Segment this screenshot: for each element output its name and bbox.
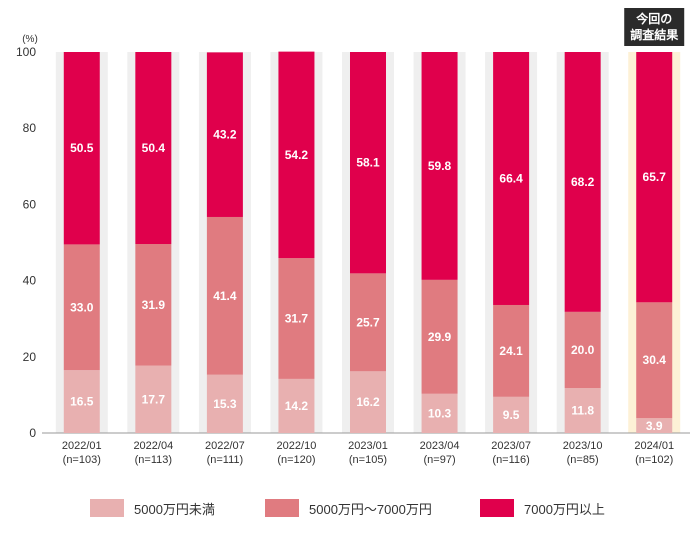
data-label: 66.4 bbox=[499, 171, 523, 185]
x-tick-sample-size: (n=102) bbox=[635, 454, 673, 466]
legend-swatch-5000-7000 bbox=[265, 499, 299, 517]
x-tick-label: 2022/01 bbox=[62, 440, 102, 452]
x-tick-label: 2023/01 bbox=[348, 440, 388, 452]
bar-segment bbox=[493, 52, 530, 305]
y-tick-label: 40 bbox=[23, 274, 37, 288]
data-label: 14.2 bbox=[285, 399, 309, 413]
x-tick-label: 2022/07 bbox=[205, 440, 245, 452]
x-tick-sample-size: (n=105) bbox=[349, 454, 387, 466]
stacked-bar-chart: 0 20 40 60 80 100(%) 16.5 33.0 50.5 2022/01 (n=103… bbox=[16, 8, 690, 466]
legend-swatch-over-7000 bbox=[480, 499, 514, 517]
data-label: 59.8 bbox=[428, 159, 452, 173]
bar-segment bbox=[493, 304, 530, 397]
data-label: 31.9 bbox=[142, 298, 166, 312]
x-tick-sample-size: (n=116) bbox=[492, 454, 529, 466]
bar-segment bbox=[350, 371, 386, 433]
bar-segment bbox=[278, 51, 315, 259]
highlight-badge-text: 調査結果 bbox=[630, 27, 678, 42]
data-label: 31.7 bbox=[285, 312, 309, 326]
y-tick-label: 60 bbox=[23, 197, 37, 211]
legend-swatch-under-5000 bbox=[90, 499, 124, 517]
bar-segment bbox=[63, 52, 100, 245]
bar-segment bbox=[493, 396, 530, 433]
highlight-badge-text: 今回の bbox=[635, 11, 672, 26]
bar-segment bbox=[63, 244, 100, 371]
data-label: 50.4 bbox=[142, 141, 166, 155]
x-tick-sample-size: (n=111) bbox=[207, 454, 244, 466]
bar-segment bbox=[350, 52, 386, 274]
legend-item-over-7000: 7000万円以上 bbox=[480, 497, 605, 519]
bar-segment bbox=[135, 365, 172, 433]
bar-segment bbox=[135, 52, 172, 245]
bar-segment bbox=[421, 52, 458, 280]
data-label: 29.9 bbox=[428, 330, 452, 344]
highlight-badge bbox=[624, 8, 685, 46]
bar-segment bbox=[206, 374, 243, 433]
y-tick-label: 80 bbox=[23, 121, 37, 135]
legend-label-under-5000: 5000万円未満 bbox=[134, 501, 215, 517]
legend-item-under-5000: 5000万円未満 bbox=[90, 497, 215, 519]
legend-item-5000-7000: 5000万円～7000万円 bbox=[265, 497, 432, 519]
bar-segment bbox=[421, 393, 458, 433]
bar-segment bbox=[564, 311, 601, 389]
x-tick-label: 2023/10 bbox=[563, 440, 603, 452]
y-tick-label: 100 bbox=[16, 45, 36, 59]
bar-segment bbox=[206, 216, 243, 375]
data-label: 65.7 bbox=[643, 170, 667, 184]
data-label: 58.1 bbox=[356, 156, 380, 170]
y-tick-label: 0 bbox=[29, 426, 36, 440]
legend-label-over-7000: 7000万円以上 bbox=[524, 501, 605, 517]
legend-label-5000-7000: 5000万円～7000万円 bbox=[309, 501, 432, 517]
data-label: 24.1 bbox=[499, 344, 523, 358]
data-label: 43.2 bbox=[213, 128, 237, 142]
data-label: 3.9 bbox=[646, 419, 663, 433]
x-tick-label: 2022/04 bbox=[133, 440, 173, 452]
data-label: 9.5 bbox=[503, 408, 520, 422]
data-label: 68.2 bbox=[571, 175, 595, 189]
x-tick-label: 2023/04 bbox=[420, 440, 460, 452]
bar-segment bbox=[636, 52, 673, 303]
legend: 5000万円未満 5000万円～7000万円 7000万円以上 bbox=[0, 497, 700, 521]
bar-segment bbox=[63, 370, 100, 433]
x-tick-sample-size: (n=97) bbox=[424, 454, 456, 466]
x-tick-sample-size: (n=113) bbox=[135, 454, 172, 466]
bar-segment bbox=[421, 279, 458, 394]
bar-segment bbox=[135, 244, 172, 366]
x-tick-label: 2024/01 bbox=[634, 440, 674, 452]
data-label: 20.0 bbox=[571, 343, 595, 357]
x-tick-sample-size: (n=103) bbox=[63, 454, 101, 466]
x-tick-label: 2022/10 bbox=[277, 440, 317, 452]
data-label: 25.7 bbox=[356, 315, 380, 329]
x-tick-sample-size: (n=85) bbox=[567, 454, 599, 466]
data-label: 17.7 bbox=[142, 392, 166, 406]
data-label: 11.8 bbox=[571, 404, 594, 418]
bar-segment bbox=[636, 302, 673, 419]
data-label: 16.5 bbox=[70, 395, 94, 409]
bar-segment bbox=[278, 378, 315, 433]
bar-segment bbox=[278, 258, 315, 379]
x-tick-sample-size: (n=120) bbox=[277, 454, 315, 466]
bar-segment bbox=[636, 418, 673, 433]
data-label: 54.2 bbox=[285, 148, 309, 162]
data-label: 10.3 bbox=[428, 406, 452, 420]
x-tick-label: 2023/07 bbox=[491, 440, 531, 452]
bar-segment bbox=[350, 273, 386, 372]
y-axis-unit: (%) bbox=[22, 34, 38, 45]
y-tick-label: 20 bbox=[23, 350, 37, 364]
data-label: 16.2 bbox=[356, 395, 380, 409]
data-label: 33.0 bbox=[70, 300, 94, 314]
data-label: 15.3 bbox=[213, 397, 237, 411]
data-label: 50.5 bbox=[70, 141, 94, 155]
bar-segment bbox=[206, 52, 243, 217]
data-label: 41.4 bbox=[213, 289, 237, 303]
bar-segment bbox=[564, 52, 601, 312]
bar-segment bbox=[564, 388, 601, 433]
data-label: 30.4 bbox=[643, 353, 667, 367]
